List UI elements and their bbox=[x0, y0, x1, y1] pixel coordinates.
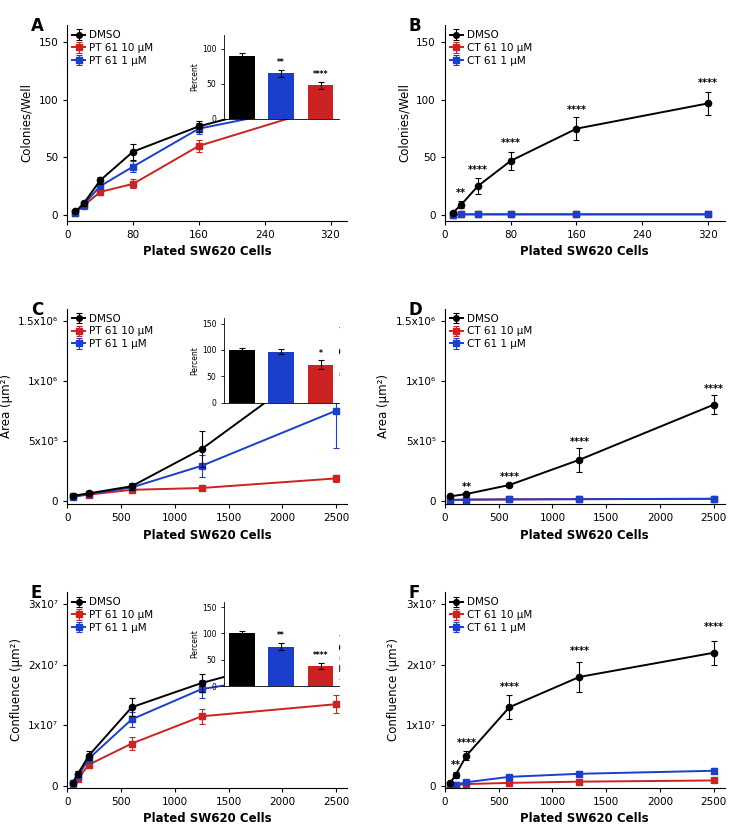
Text: C: C bbox=[31, 301, 43, 318]
Y-axis label: Area (μm²): Area (μm²) bbox=[377, 375, 390, 438]
X-axis label: Plated SW620 Cells: Plated SW620 Cells bbox=[521, 529, 649, 542]
Text: ****: **** bbox=[698, 79, 718, 88]
Text: ****: **** bbox=[468, 164, 488, 174]
Y-axis label: Confluence (μm²): Confluence (μm²) bbox=[10, 639, 22, 742]
Y-axis label: Confluence (μm²): Confluence (μm²) bbox=[387, 639, 400, 742]
Y-axis label: Colonies/Well: Colonies/Well bbox=[397, 84, 411, 163]
Legend: DMSO, PT 61 10 μM, PT 61 1 μM: DMSO, PT 61 10 μM, PT 61 1 μM bbox=[72, 30, 153, 65]
Y-axis label: Colonies/Well: Colonies/Well bbox=[20, 84, 33, 163]
Text: ****: **** bbox=[569, 437, 589, 447]
Legend: DMSO, CT 61 10 μM, CT 61 1 μM: DMSO, CT 61 10 μM, CT 61 1 μM bbox=[450, 597, 532, 633]
Text: D: D bbox=[409, 301, 422, 318]
Text: F: F bbox=[409, 584, 420, 603]
Text: ****: **** bbox=[704, 622, 724, 632]
X-axis label: Plated SW620 Cells: Plated SW620 Cells bbox=[143, 529, 271, 542]
X-axis label: Plated SW620 Cells: Plated SW620 Cells bbox=[521, 246, 649, 258]
X-axis label: Plated SW620 Cells: Plated SW620 Cells bbox=[143, 246, 271, 258]
Text: ****: **** bbox=[500, 682, 519, 692]
Text: E: E bbox=[31, 584, 43, 603]
Text: ****: **** bbox=[569, 646, 589, 656]
Text: **: ** bbox=[462, 483, 471, 493]
Legend: DMSO, PT 61 10 μM, PT 61 1 μM: DMSO, PT 61 10 μM, PT 61 1 μM bbox=[72, 597, 153, 633]
Text: ****: **** bbox=[456, 738, 477, 748]
Text: ****: **** bbox=[704, 384, 724, 394]
Text: ****: **** bbox=[500, 472, 519, 482]
Text: **: ** bbox=[450, 760, 461, 770]
Text: ****: **** bbox=[566, 105, 586, 115]
Text: ****: **** bbox=[500, 138, 521, 148]
X-axis label: Plated SW620 Cells: Plated SW620 Cells bbox=[143, 812, 271, 825]
Text: A: A bbox=[31, 18, 44, 35]
Y-axis label: Area (μm²): Area (μm²) bbox=[0, 375, 13, 438]
Text: B: B bbox=[409, 18, 421, 35]
Legend: DMSO, CT 61 10 μM, CT 61 1 μM: DMSO, CT 61 10 μM, CT 61 1 μM bbox=[450, 30, 532, 65]
Legend: DMSO, CT 61 10 μM, CT 61 1 μM: DMSO, CT 61 10 μM, CT 61 1 μM bbox=[450, 314, 532, 349]
X-axis label: Plated SW620 Cells: Plated SW620 Cells bbox=[521, 812, 649, 825]
Legend: DMSO, PT 61 10 μM, PT 61 1 μM: DMSO, PT 61 10 μM, PT 61 1 μM bbox=[72, 314, 153, 349]
Text: **: ** bbox=[456, 188, 466, 198]
